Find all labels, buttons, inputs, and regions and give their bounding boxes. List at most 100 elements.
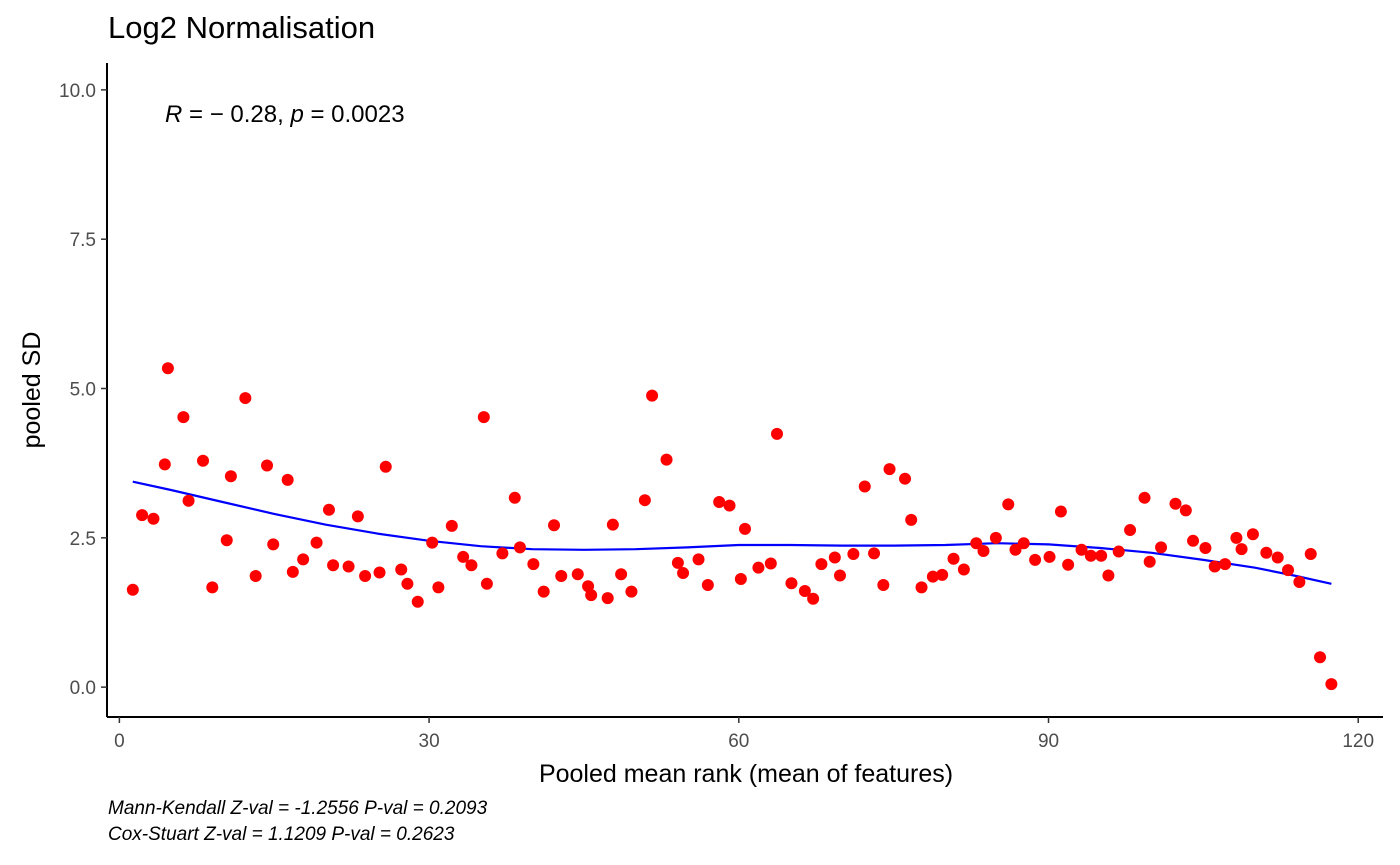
data-point: [161, 362, 174, 375]
data-point: [395, 563, 408, 576]
data-point: [359, 570, 372, 583]
points-layer: [126, 362, 1338, 691]
data-point: [297, 553, 310, 566]
data-point: [915, 581, 928, 594]
data-point: [1002, 498, 1015, 511]
data-point: [249, 570, 262, 583]
data-point: [136, 509, 149, 522]
data-point: [1054, 505, 1067, 518]
data-point: [771, 427, 784, 440]
y-tick-label: 7.5: [70, 230, 96, 251]
data-point: [1304, 547, 1317, 560]
data-point: [147, 512, 160, 525]
data-point: [752, 561, 765, 574]
data-point: [1095, 549, 1108, 562]
data-point: [1062, 558, 1075, 571]
data-point: [734, 573, 747, 586]
y-tick-label: 0.0: [70, 678, 96, 699]
data-point: [905, 513, 918, 526]
data-point: [723, 499, 736, 512]
data-point: [206, 581, 219, 594]
data-point: [638, 494, 651, 507]
data-point: [677, 567, 690, 580]
data-point: [807, 592, 820, 605]
data-point: [936, 568, 949, 581]
data-point: [868, 547, 881, 560]
smooth-line-layer: [132, 480, 1332, 585]
data-point: [625, 585, 638, 598]
data-point: [457, 550, 470, 563]
plot-area: [126, 362, 1338, 691]
data-point: [379, 460, 392, 473]
data-point: [785, 577, 798, 590]
chart-title: Log2 Normalisation: [108, 10, 375, 45]
data-point: [220, 534, 233, 547]
y-ticks: 0.0 2.5 5.0 7.5 10.0: [59, 81, 107, 699]
data-point: [899, 472, 912, 485]
data-point: [1199, 541, 1212, 554]
data-point: [513, 541, 526, 554]
data-point: [1143, 555, 1156, 568]
data-point: [1271, 551, 1284, 564]
data-point: [1009, 543, 1022, 556]
data-point: [342, 560, 355, 573]
data-point: [310, 536, 323, 549]
r-symbol: R: [165, 101, 182, 128]
x-tick-label: 90: [1038, 731, 1059, 752]
data-point: [1084, 549, 1097, 562]
data-point: [224, 470, 237, 483]
data-point: [267, 538, 280, 551]
data-point: [601, 592, 614, 605]
data-point: [1138, 491, 1151, 504]
data-point: [815, 558, 828, 571]
data-point: [739, 522, 751, 535]
data-point: [1314, 651, 1327, 664]
x-ticks: 0 30 60 90 120: [114, 717, 1374, 752]
data-point: [1187, 534, 1200, 547]
x-tick-label: 120: [1342, 731, 1374, 752]
data-point: [1325, 678, 1338, 691]
y-tick-label: 2.5: [70, 529, 96, 550]
data-point: [989, 531, 1002, 544]
data-point: [1017, 537, 1030, 550]
data-point: [411, 595, 424, 608]
data-point: [1179, 504, 1192, 517]
data-point: [1155, 541, 1168, 554]
data-point: [1230, 531, 1243, 544]
data-point: [1219, 558, 1232, 571]
data-point: [798, 584, 811, 597]
data-point: [606, 518, 619, 531]
data-point: [615, 568, 628, 581]
data-point: [126, 583, 139, 596]
data-point: [828, 551, 841, 564]
x-tick-label: 30: [419, 731, 440, 752]
data-point: [426, 536, 439, 549]
data-point: [883, 463, 896, 476]
data-point: [947, 552, 960, 565]
data-point: [261, 459, 274, 472]
data-point: [1112, 545, 1125, 558]
data-point: [465, 559, 478, 572]
data-point: [1246, 528, 1259, 541]
data-point: [537, 585, 550, 598]
data-point: [713, 495, 726, 508]
data-point: [177, 411, 190, 424]
data-point: [322, 503, 335, 516]
data-point: [1235, 543, 1248, 556]
data-point: [351, 510, 364, 523]
axes: 0 30 60 90 120 0.0 2.5 5.0 7.5 10.0: [59, 63, 1383, 752]
data-point: [1208, 560, 1221, 573]
data-point: [926, 570, 939, 583]
data-point: [1029, 553, 1042, 566]
data-point: [182, 494, 195, 507]
data-point: [764, 557, 777, 570]
data-point: [833, 569, 846, 582]
data-point: [239, 392, 252, 405]
data-point: [701, 579, 714, 592]
data-point: [977, 544, 990, 557]
data-point: [327, 559, 340, 572]
data-point: [692, 553, 705, 566]
r-value: = − 0.28,: [182, 101, 290, 128]
data-point: [1282, 564, 1295, 577]
